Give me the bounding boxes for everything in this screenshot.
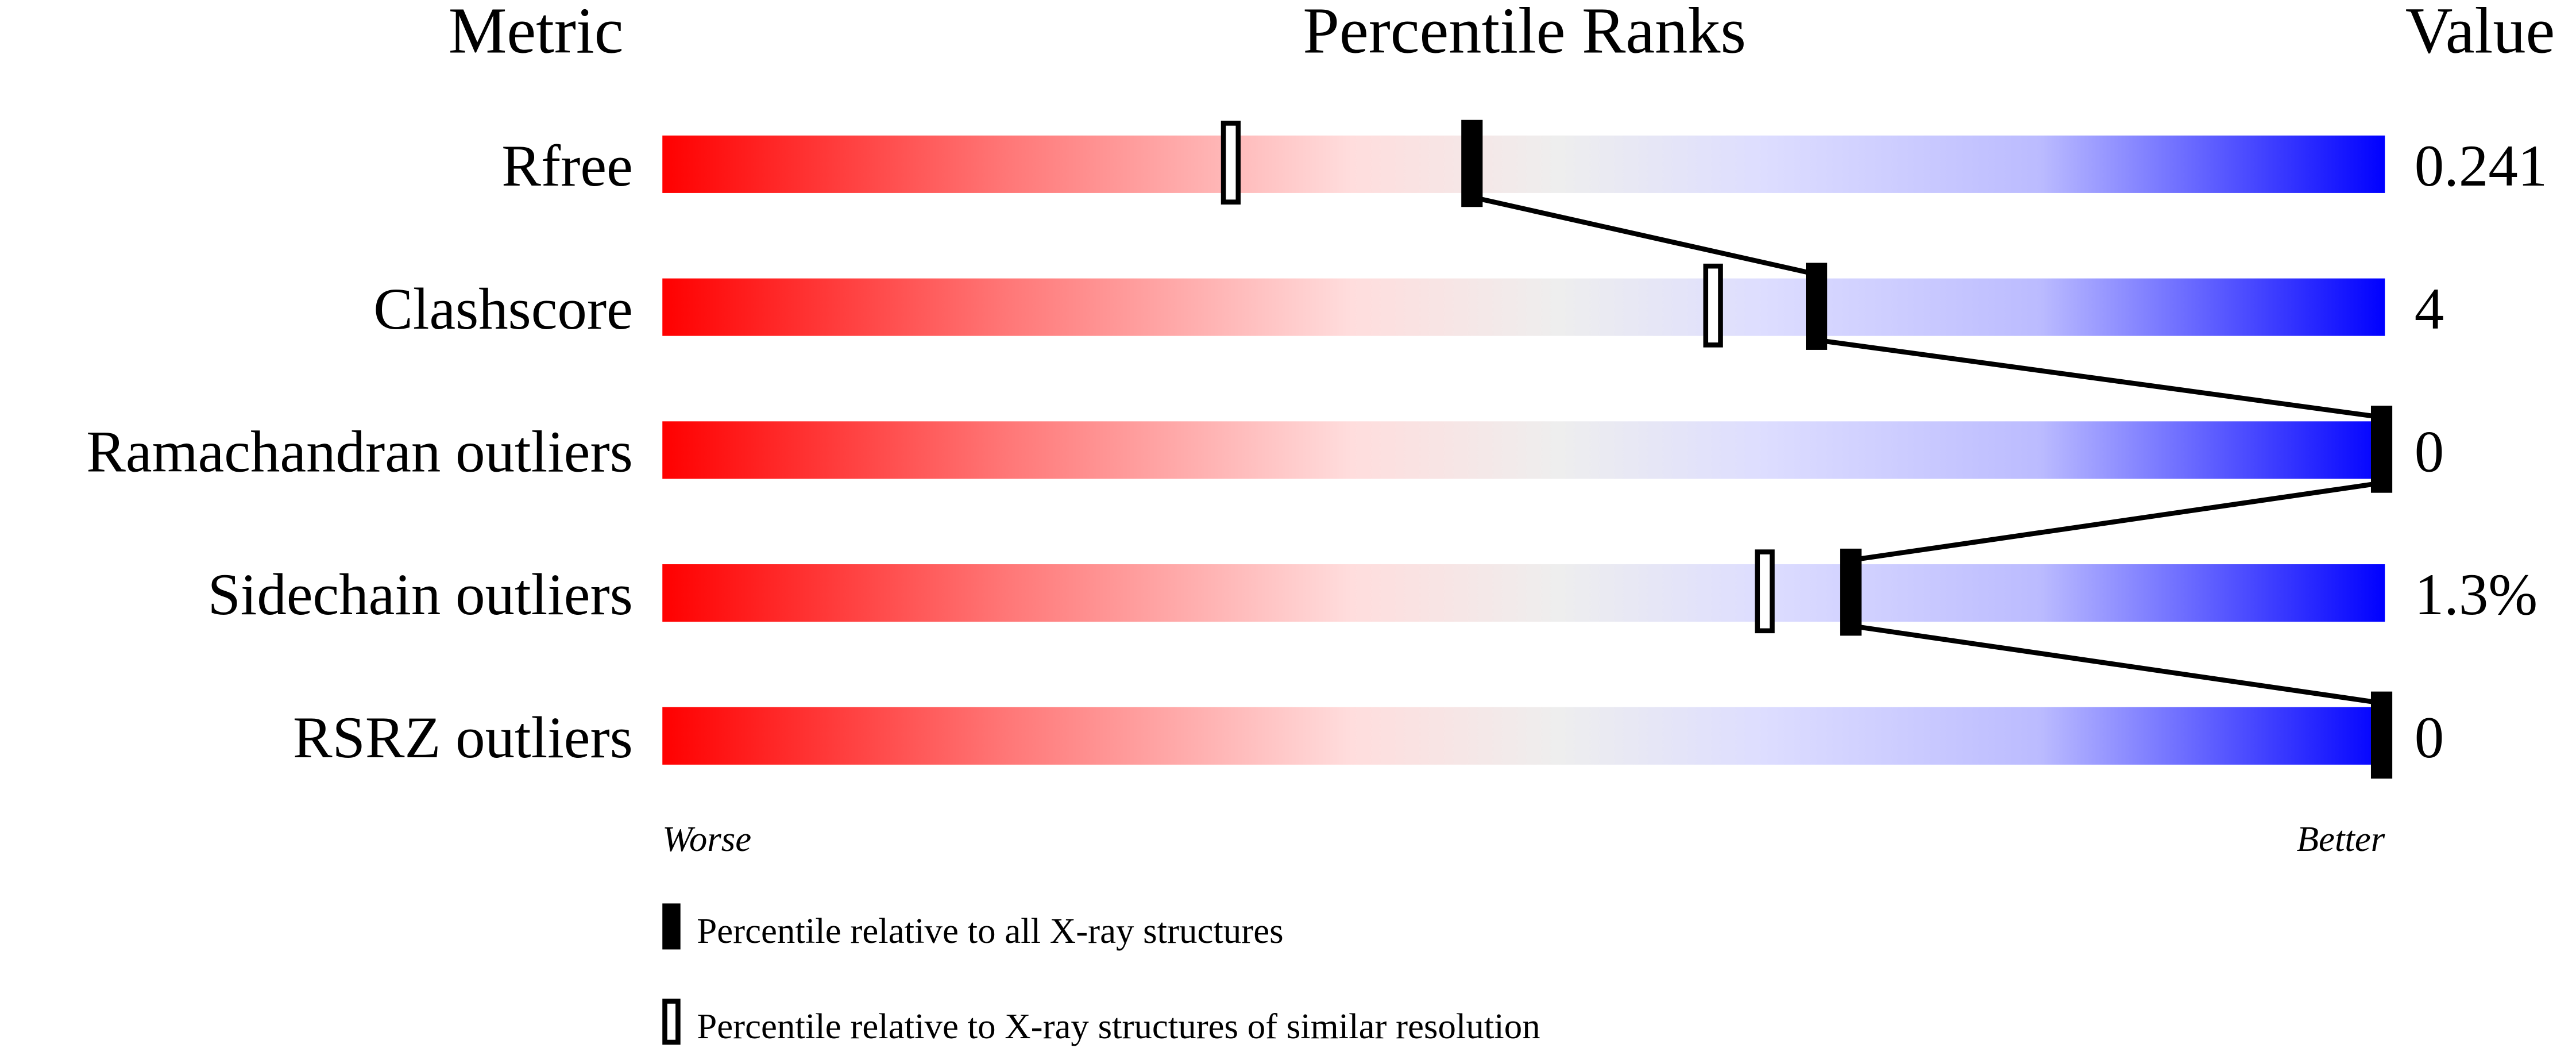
header-value: Value	[2405, 0, 2555, 67]
marker-all-structures	[2370, 406, 2393, 493]
metric-label: Ramachandran outliers	[86, 419, 633, 485]
header-percentile: Percentile Ranks	[1303, 0, 1746, 67]
metric-label: Rfree	[501, 133, 633, 199]
marker-all-structures	[1840, 548, 1862, 636]
header-metric: Metric	[449, 0, 624, 67]
better-label: Better	[2297, 819, 2385, 859]
legend-similar-label: Percentile relative to X-ray structures …	[697, 1006, 1540, 1046]
connector-line	[1816, 337, 2382, 420]
marker-similar-resolution	[1221, 121, 1241, 205]
marker-all-structures	[1461, 120, 1483, 207]
bar-sidechain-outliers	[662, 564, 2385, 622]
bar-rsrz-outliers	[662, 707, 2385, 765]
metric-label: Clashscore	[373, 276, 633, 342]
connector-line	[1850, 480, 2382, 563]
marker-all-structures	[2370, 691, 2393, 779]
bar-rfree	[662, 135, 2385, 193]
connector-line	[1471, 194, 1817, 277]
metric-value: 4	[2415, 276, 2444, 342]
metric-value: 0.241	[2415, 133, 2548, 199]
metric-value: 0	[2415, 419, 2444, 485]
metric-value: 1.3%	[2415, 562, 2538, 627]
bar-ramachandran-outliers	[662, 421, 2385, 479]
metric-value: 0	[2415, 705, 2444, 770]
bar-clashscore	[662, 278, 2385, 336]
metric-label: RSRZ outliers	[293, 705, 633, 770]
marker-similar-resolution	[1755, 549, 1775, 634]
connector-line	[1850, 623, 2382, 706]
marker-similar-resolution	[1703, 263, 1723, 348]
marker-all-structures	[1806, 263, 1828, 350]
legend-all-swatch	[662, 903, 681, 950]
worse-label: Worse	[662, 819, 751, 859]
legend-similar-swatch	[662, 999, 681, 1045]
legend-all-label: Percentile relative to all X-ray structu…	[697, 911, 1283, 951]
metric-label: Sidechain outliers	[208, 562, 633, 627]
